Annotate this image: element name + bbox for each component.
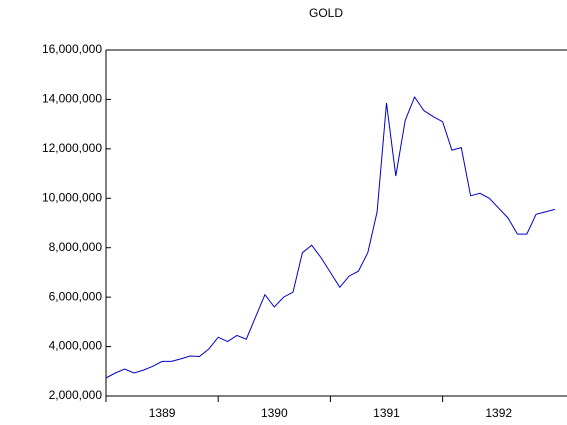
x-tick-label: 1392 — [485, 406, 512, 420]
y-tick-label: 14,000,000 — [42, 92, 102, 106]
y-tick-label: 12,000,000 — [42, 141, 102, 155]
x-tick-label: 1389 — [149, 406, 176, 420]
y-tick-label: 10,000,000 — [42, 190, 102, 204]
y-tick-label: 4,000,000 — [49, 339, 103, 353]
line-series — [105, 95, 555, 379]
x-tick-label: 1391 — [373, 406, 400, 420]
x-tick-label: 1390 — [261, 406, 288, 420]
y-tick-label: 2,000,000 — [49, 388, 103, 402]
y-tick-label: 8,000,000 — [49, 240, 103, 254]
chart-title: GOLD — [309, 6, 343, 20]
y-tick-label: 16,000,000 — [42, 42, 102, 56]
y-tick-label: 6,000,000 — [49, 289, 103, 303]
